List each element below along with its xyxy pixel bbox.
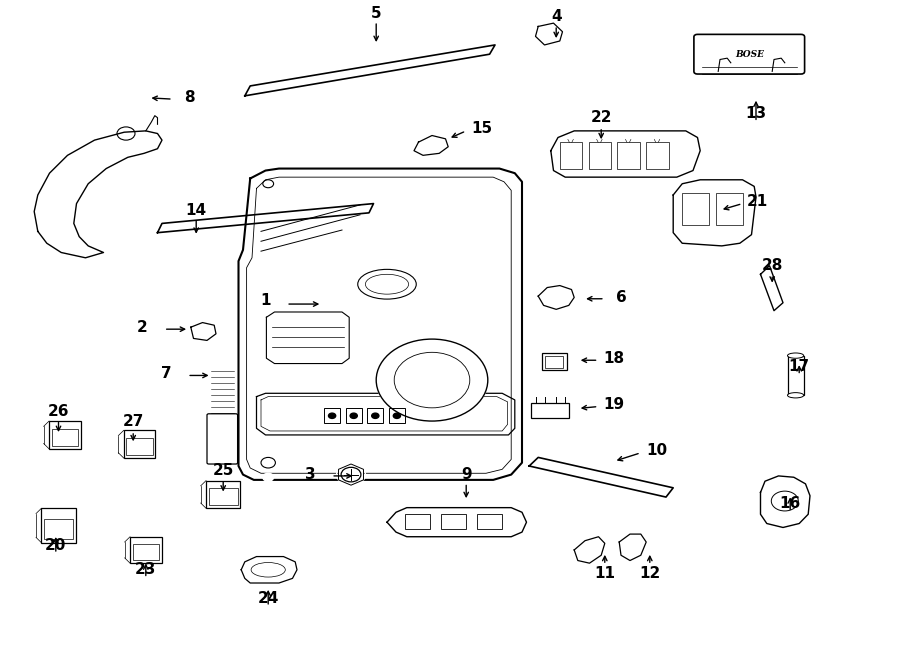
Text: 7: 7 <box>161 366 172 381</box>
Circle shape <box>376 339 488 421</box>
Bar <box>682 193 709 225</box>
Text: 27: 27 <box>122 414 144 429</box>
Ellipse shape <box>365 274 409 294</box>
Bar <box>44 519 73 539</box>
Bar <box>133 544 159 560</box>
Bar <box>441 514 466 529</box>
Text: 10: 10 <box>646 444 668 458</box>
Bar <box>346 408 362 423</box>
Polygon shape <box>619 534 646 561</box>
Bar <box>788 356 804 395</box>
Bar <box>477 514 502 529</box>
Polygon shape <box>551 131 700 177</box>
Polygon shape <box>191 323 216 340</box>
Text: 18: 18 <box>603 351 625 366</box>
Circle shape <box>263 473 274 481</box>
Polygon shape <box>673 180 756 246</box>
Text: 26: 26 <box>48 404 69 418</box>
Bar <box>646 142 669 169</box>
Bar <box>51 429 77 446</box>
Bar <box>41 508 76 543</box>
Text: 15: 15 <box>471 122 492 136</box>
Circle shape <box>341 467 361 482</box>
Circle shape <box>117 521 135 534</box>
Text: 25: 25 <box>212 463 234 478</box>
Text: 6: 6 <box>616 290 626 305</box>
Text: 8: 8 <box>184 91 194 105</box>
Bar <box>209 488 238 505</box>
Circle shape <box>328 413 336 418</box>
Bar <box>130 537 162 563</box>
Polygon shape <box>538 286 574 309</box>
Text: 1: 1 <box>260 293 271 308</box>
Ellipse shape <box>788 353 804 358</box>
Ellipse shape <box>358 270 416 299</box>
Text: 24: 24 <box>257 591 279 605</box>
Circle shape <box>372 413 379 418</box>
Text: 16: 16 <box>779 496 801 511</box>
Polygon shape <box>256 393 515 435</box>
FancyBboxPatch shape <box>694 34 805 74</box>
Text: 3: 3 <box>305 467 316 482</box>
Text: 28: 28 <box>761 258 783 273</box>
Bar <box>589 142 611 169</box>
Text: 9: 9 <box>461 467 472 482</box>
Text: 11: 11 <box>594 566 616 581</box>
Bar <box>324 408 340 423</box>
Text: BOSE: BOSE <box>735 50 764 59</box>
Bar <box>126 438 153 455</box>
Text: 13: 13 <box>745 106 767 121</box>
Bar <box>389 408 405 423</box>
Bar <box>560 142 582 169</box>
Circle shape <box>393 413 400 418</box>
Bar <box>367 408 383 423</box>
Polygon shape <box>760 266 783 311</box>
Circle shape <box>261 457 275 468</box>
Bar <box>405 514 430 529</box>
Polygon shape <box>529 457 673 497</box>
Bar <box>545 356 563 368</box>
Bar <box>124 430 156 458</box>
Circle shape <box>350 413 357 418</box>
Text: 21: 21 <box>747 194 769 209</box>
Bar <box>49 421 81 449</box>
Ellipse shape <box>251 563 285 577</box>
Polygon shape <box>387 508 526 537</box>
Text: 19: 19 <box>603 397 625 412</box>
Text: 20: 20 <box>45 538 67 553</box>
Text: 23: 23 <box>135 563 157 577</box>
Bar <box>617 142 640 169</box>
Text: 4: 4 <box>551 9 562 24</box>
Circle shape <box>771 491 798 511</box>
Polygon shape <box>238 169 522 480</box>
Polygon shape <box>760 476 810 527</box>
Text: 22: 22 <box>590 110 612 125</box>
Text: 2: 2 <box>137 320 148 334</box>
Polygon shape <box>574 537 605 563</box>
Text: 17: 17 <box>788 360 810 374</box>
Text: 14: 14 <box>185 203 207 217</box>
Text: 5: 5 <box>371 6 382 20</box>
Bar <box>531 403 569 418</box>
Polygon shape <box>158 204 374 233</box>
Polygon shape <box>241 557 297 583</box>
Ellipse shape <box>788 393 804 398</box>
Polygon shape <box>245 45 495 96</box>
Polygon shape <box>34 131 162 258</box>
Polygon shape <box>536 23 562 45</box>
Bar <box>716 193 743 225</box>
Bar <box>206 481 240 508</box>
FancyBboxPatch shape <box>207 414 238 464</box>
Polygon shape <box>414 136 448 155</box>
Polygon shape <box>266 312 349 364</box>
Text: 12: 12 <box>639 566 661 581</box>
Bar <box>542 353 567 370</box>
